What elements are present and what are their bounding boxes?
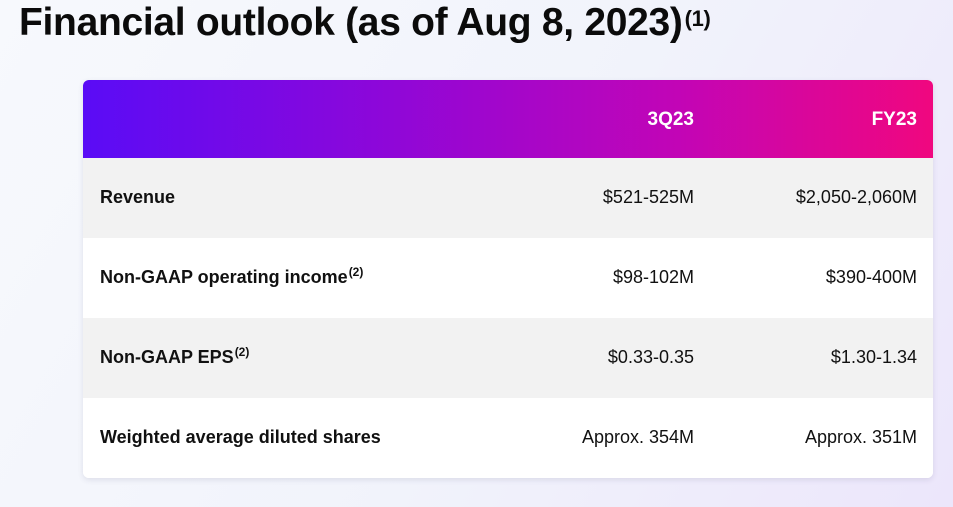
cell-3q23: $521-525M: [602, 187, 694, 207]
row-label: Non-GAAP EPS(2): [100, 345, 250, 368]
row-label-footnote: (2): [234, 345, 250, 359]
page-title-footnote: (1): [684, 6, 711, 31]
table-row: Non-GAAP operating income(2) $98-102M $3…: [83, 238, 933, 318]
row-label-footnote: (2): [348, 265, 364, 279]
table-row: Weighted average diluted shares Approx. …: [83, 398, 933, 478]
row-label: Revenue: [100, 187, 176, 208]
row-label-text: Non-GAAP operating income: [100, 267, 348, 287]
cell-fy23: $2,050-2,060M: [795, 187, 917, 207]
cell-fy23: $1.30-1.34: [830, 347, 917, 367]
cell-3q23: $0.33-0.35: [607, 347, 694, 367]
table-header: 3Q23 FY23: [83, 80, 933, 158]
table-row: Revenue $521-525M $2,050-2,060M: [83, 158, 933, 238]
page-title: Financial outlook (as of Aug 8, 2023)(1): [19, 0, 711, 46]
cell-fy23: $390-400M: [825, 267, 917, 287]
row-label-text: Non-GAAP EPS: [100, 347, 234, 367]
cell-3q23: $98-102M: [612, 267, 694, 287]
row-label: Non-GAAP operating income(2): [100, 265, 364, 288]
row-label: Weighted average diluted shares: [100, 427, 382, 448]
page-title-text: Financial outlook (as of Aug 8, 2023): [19, 1, 683, 44]
cell-3q23: Approx. 354M: [581, 427, 694, 447]
cell-fy23: Approx. 351M: [804, 427, 917, 447]
table-row: Non-GAAP EPS(2) $0.33-0.35 $1.30-1.34: [83, 318, 933, 398]
column-header-fy23: FY23: [871, 109, 917, 130]
column-header-3q23: 3Q23: [647, 109, 694, 130]
row-label-text: Revenue: [100, 187, 176, 207]
outlook-table: 3Q23 FY23 Revenue $521-525M $2,050-2,060…: [83, 80, 933, 478]
row-label-text: Weighted average diluted shares: [100, 427, 381, 447]
